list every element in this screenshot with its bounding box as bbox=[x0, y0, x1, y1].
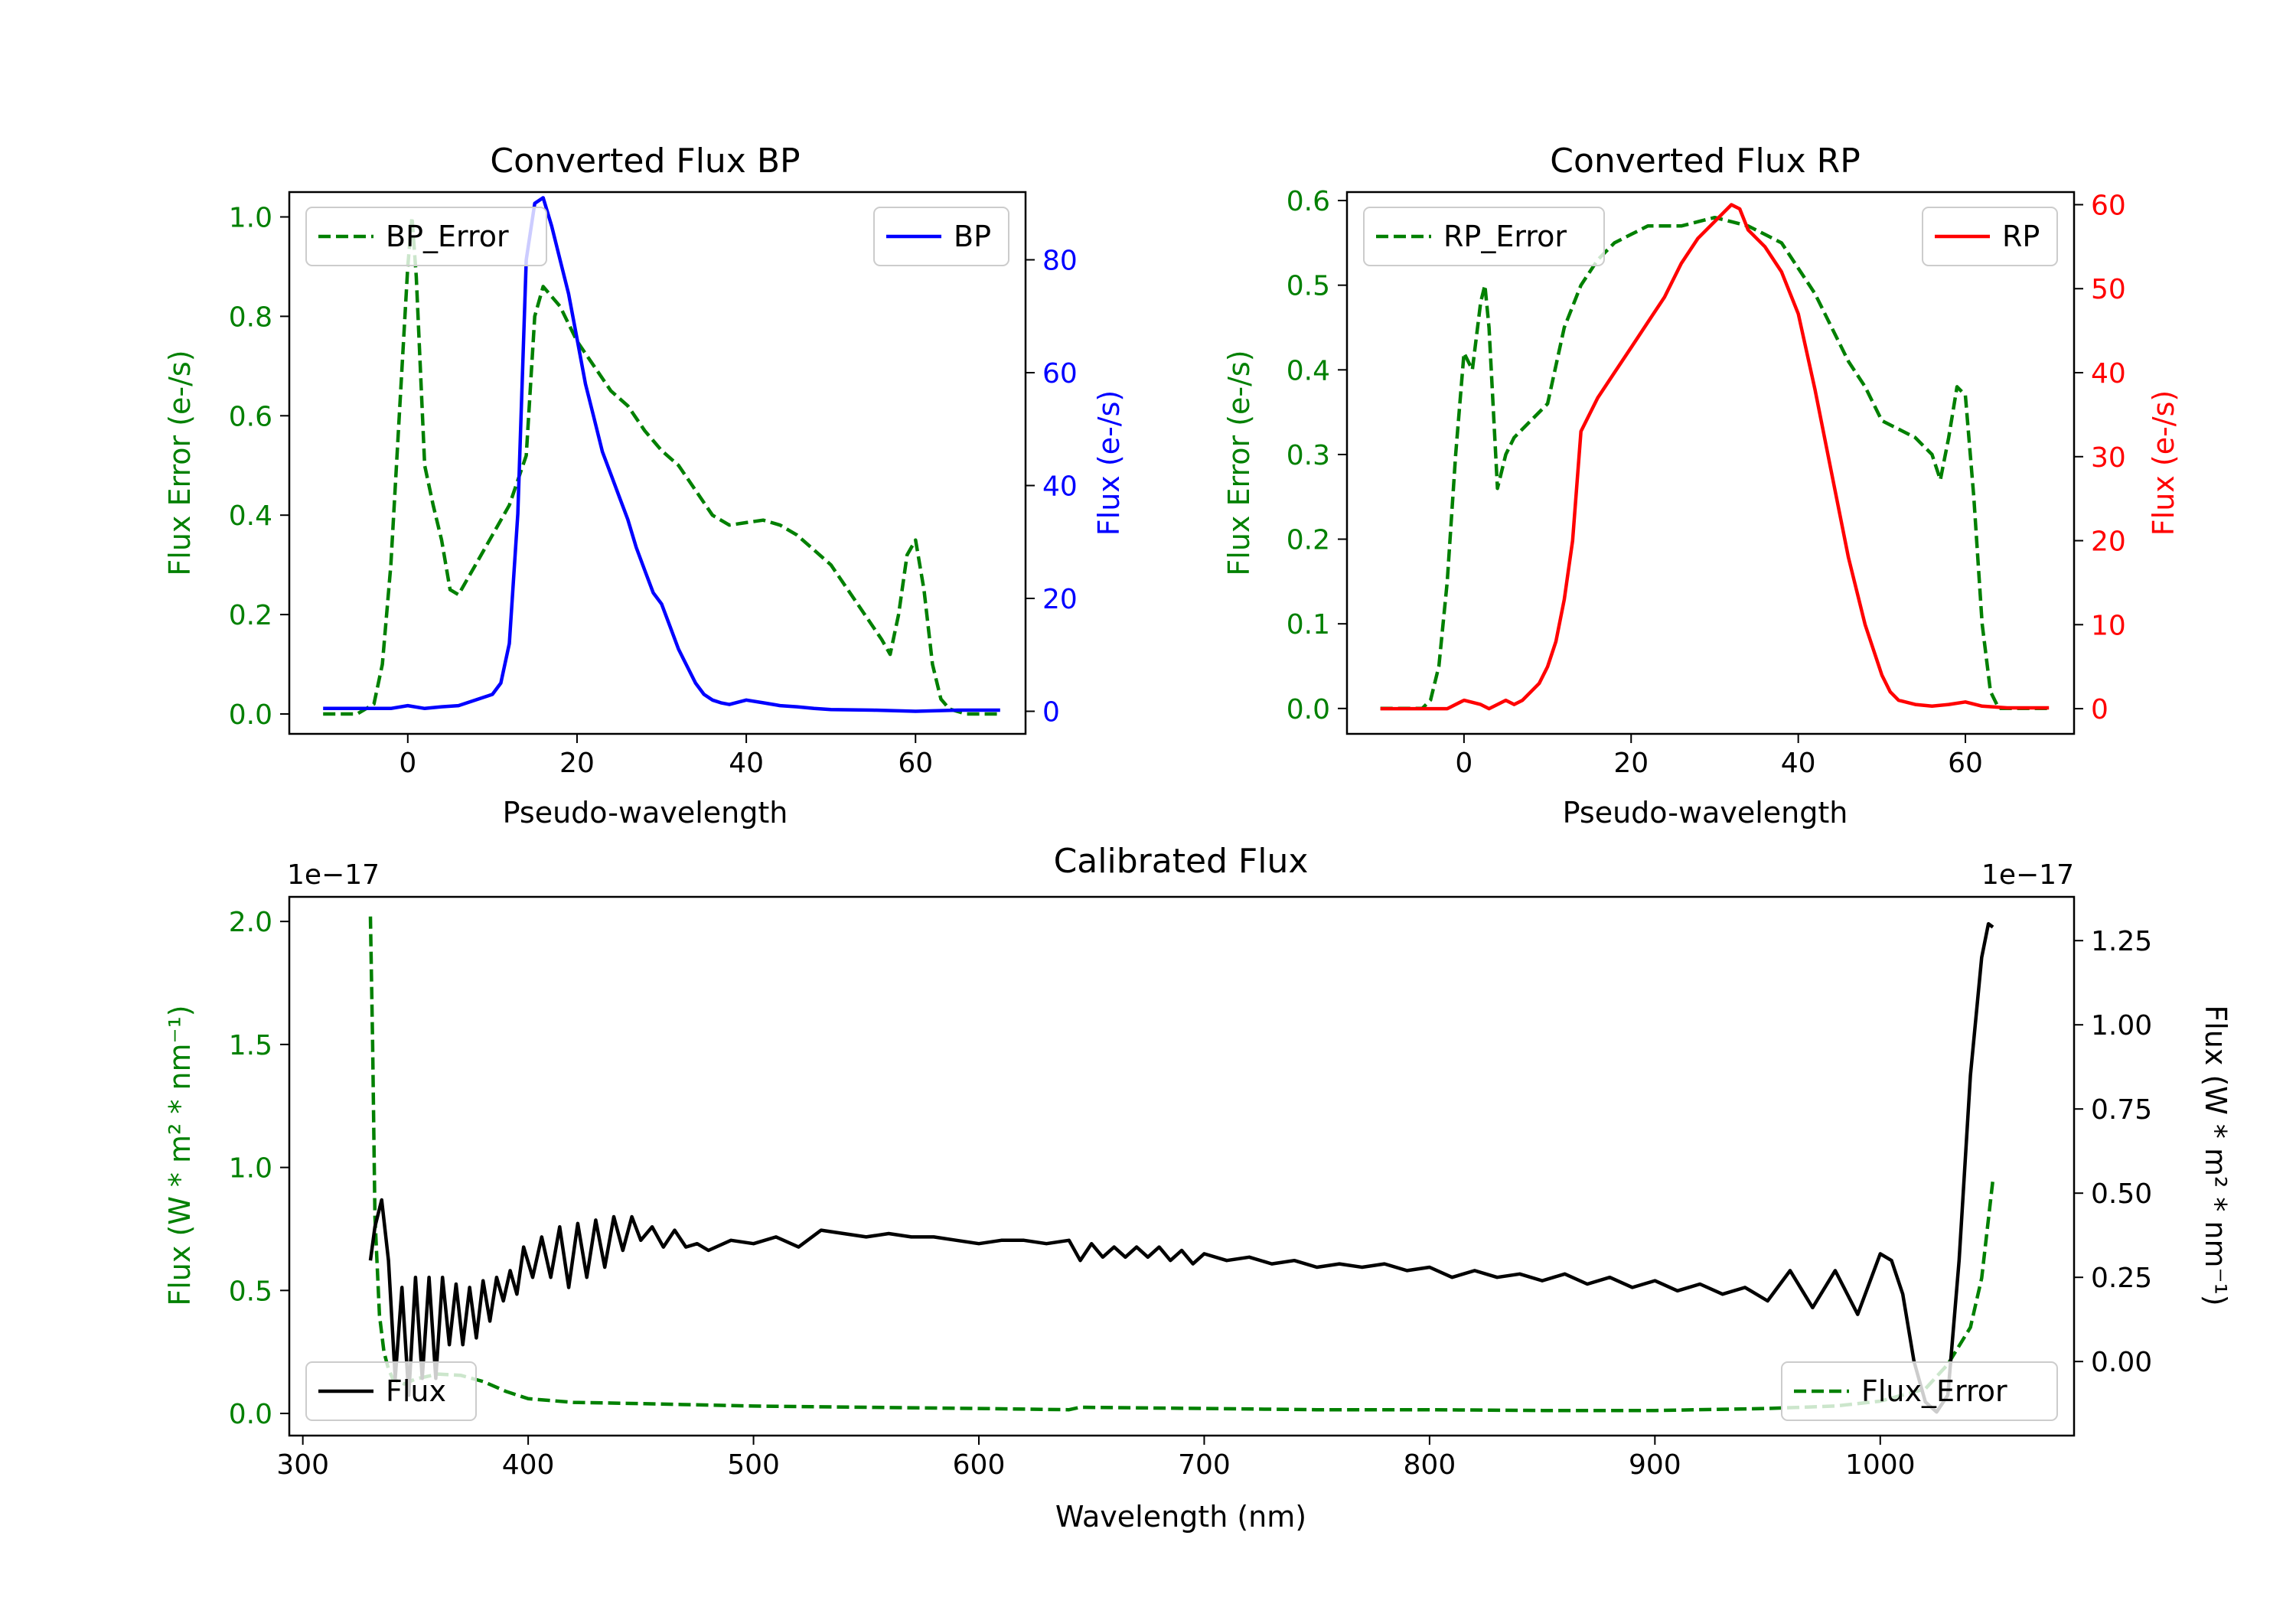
rp-left-tick-label: 0.6 bbox=[1287, 186, 1330, 217]
cal-legend-flux-error: Flux_Error bbox=[1781, 1361, 2058, 1421]
legend-label: BP bbox=[954, 220, 991, 253]
rp-right-tick-label: 0 bbox=[2091, 694, 2108, 725]
legend-box bbox=[305, 1361, 477, 1421]
bp-series-bp-line bbox=[323, 196, 1000, 713]
cal-x-tick-label: 400 bbox=[502, 1449, 555, 1481]
cal-left-tick-label: 0.5 bbox=[229, 1276, 272, 1307]
bp-left-tick-label: 0.8 bbox=[229, 302, 272, 333]
cal-left-tick-label: 0.0 bbox=[229, 1399, 272, 1430]
bp-legend-bp: BP bbox=[873, 207, 1009, 266]
bp-right-axis-label: Flux (e-/s) bbox=[1092, 390, 1126, 536]
legend-label: Flux_Error bbox=[1861, 1374, 2007, 1408]
calibrated-chart-title: Calibrated Flux bbox=[1054, 842, 1309, 881]
rp-left-axis-label: Flux Error (e-/s) bbox=[1222, 350, 1256, 575]
cal-plot-frame bbox=[288, 895, 2076, 1437]
rp-chart-panel: Converted Flux RP Pseudo-wavelength Flux… bbox=[1222, 142, 2180, 830]
rp-chart-title: Converted Flux RP bbox=[1550, 142, 1861, 181]
rp-series-rp-line bbox=[1380, 203, 2050, 711]
rp-left-tick-label: 0.4 bbox=[1287, 355, 1330, 386]
rp-series-rp-error-line bbox=[1380, 215, 2050, 711]
rp-left-tick-label: 0.0 bbox=[1287, 694, 1330, 725]
rp-x-tick-label: 40 bbox=[1781, 748, 1816, 779]
legend-box bbox=[1363, 207, 1605, 266]
bp-chart-title: Converted Flux BP bbox=[490, 142, 800, 181]
calibrated-right-axis-label: Flux (W * m² * nm⁻¹) bbox=[2199, 1005, 2232, 1305]
rp-right-tick-label: 50 bbox=[2091, 274, 2126, 305]
cal-series-flux-line bbox=[368, 921, 1994, 1414]
rp-legend-rp-error: RP_Error bbox=[1363, 207, 1605, 266]
rp-x-tick-label: 60 bbox=[1948, 748, 1983, 779]
bp-right-tick-label: 0 bbox=[1042, 697, 1060, 729]
bp-left-tick-label: 1.0 bbox=[229, 202, 272, 233]
cal-left-tick-label: 1.0 bbox=[229, 1153, 272, 1185]
cal-x-tick-label: 1000 bbox=[1845, 1449, 1916, 1481]
cal-right-tick-label: 0.75 bbox=[2091, 1094, 2152, 1126]
rp-left-tick-label: 0.5 bbox=[1287, 271, 1330, 302]
bp-left-axis-label: Flux Error (e-/s) bbox=[163, 350, 197, 575]
bp-x-tick-label: 0 bbox=[399, 748, 416, 779]
cal-right-tick-label: 1.00 bbox=[2091, 1010, 2152, 1041]
cal-x-tick-label: 900 bbox=[1629, 1449, 1681, 1481]
calibrated-chart-panel: Calibrated Flux Wavelength (nm) 1e−17 1e… bbox=[163, 842, 2232, 1534]
legend-label: RP_Error bbox=[1443, 220, 1567, 253]
legend-box bbox=[1781, 1361, 2058, 1421]
calibrated-left-offset-label: 1e−17 bbox=[287, 859, 380, 891]
rp-left-tick-label: 0.3 bbox=[1287, 440, 1330, 471]
rp-legend-rp: RP bbox=[1922, 207, 2058, 266]
cal-right-tick-label: 0.50 bbox=[2091, 1178, 2152, 1210]
cal-left-tick-label: 2.0 bbox=[229, 907, 272, 938]
cal-x-tick-label: 800 bbox=[1404, 1449, 1456, 1481]
cal-x-tick-label: 700 bbox=[1178, 1449, 1231, 1481]
calibrated-right-offset-label: 1e−17 bbox=[1981, 859, 2074, 891]
bp-x-tick-label: 40 bbox=[729, 748, 764, 779]
bp-legend-bp-error: BP_Error bbox=[305, 207, 547, 266]
cal-x-tick-label: 300 bbox=[276, 1449, 329, 1481]
bp-right-tick-label: 20 bbox=[1042, 584, 1078, 615]
rp-plot-frame bbox=[1345, 191, 2076, 735]
cal-x-tick-label: 600 bbox=[953, 1449, 1006, 1481]
legend-label: Flux bbox=[386, 1374, 446, 1408]
bp-x-tick-label: 60 bbox=[898, 748, 933, 779]
cal-right-tick-label: 0.25 bbox=[2091, 1263, 2152, 1294]
rp-x-tick-label: 20 bbox=[1613, 748, 1649, 779]
rp-left-tick-label: 0.1 bbox=[1287, 609, 1330, 641]
bp-right-tick-label: 40 bbox=[1042, 471, 1078, 503]
bp-plot-frame bbox=[288, 191, 1027, 735]
cal-legend-flux: Flux bbox=[305, 1361, 477, 1421]
cal-right-tick-label: 0.00 bbox=[2091, 1347, 2152, 1378]
rp-x-tick-label: 0 bbox=[1455, 748, 1473, 779]
cal-left-tick-label: 1.5 bbox=[229, 1030, 272, 1061]
calibrated-x-axis-label: Wavelength (nm) bbox=[1055, 1500, 1306, 1534]
bp-left-tick-label: 0.2 bbox=[229, 600, 272, 631]
rp-right-axis-label: Flux (e-/s) bbox=[2147, 390, 2180, 536]
cal-x-tick-label: 500 bbox=[727, 1449, 780, 1481]
bp-left-tick-label: 0.0 bbox=[229, 699, 272, 731]
rp-right-tick-label: 10 bbox=[2091, 610, 2126, 641]
legend-box bbox=[305, 207, 547, 266]
bp-left-tick-label: 0.6 bbox=[229, 401, 272, 432]
bp-left-tick-label: 0.4 bbox=[229, 500, 272, 532]
legend-label: RP bbox=[2002, 220, 2040, 253]
rp-left-tick-label: 0.2 bbox=[1287, 525, 1330, 556]
bp-right-tick-label: 80 bbox=[1042, 246, 1078, 277]
bp-x-axis-label: Pseudo-wavelength bbox=[503, 796, 788, 830]
calibrated-left-axis-label: Flux (W * m² * nm⁻¹) bbox=[163, 1005, 197, 1305]
bp-chart-panel: Converted Flux BP Pseudo-wavelength Flux… bbox=[163, 142, 1126, 830]
bp-series-bp-error-line bbox=[323, 215, 1000, 716]
bp-x-tick-label: 20 bbox=[559, 748, 595, 779]
cal-right-tick-label: 1.25 bbox=[2091, 926, 2152, 957]
rp-right-tick-label: 40 bbox=[2091, 358, 2126, 390]
bp-right-tick-label: 60 bbox=[1042, 358, 1078, 390]
legend-label: BP_Error bbox=[386, 220, 509, 253]
rp-right-tick-label: 20 bbox=[2091, 526, 2126, 558]
rp-right-tick-label: 30 bbox=[2091, 442, 2126, 474]
rp-x-axis-label: Pseudo-wavelength bbox=[1563, 796, 1848, 830]
rp-right-tick-label: 60 bbox=[2091, 190, 2126, 221]
